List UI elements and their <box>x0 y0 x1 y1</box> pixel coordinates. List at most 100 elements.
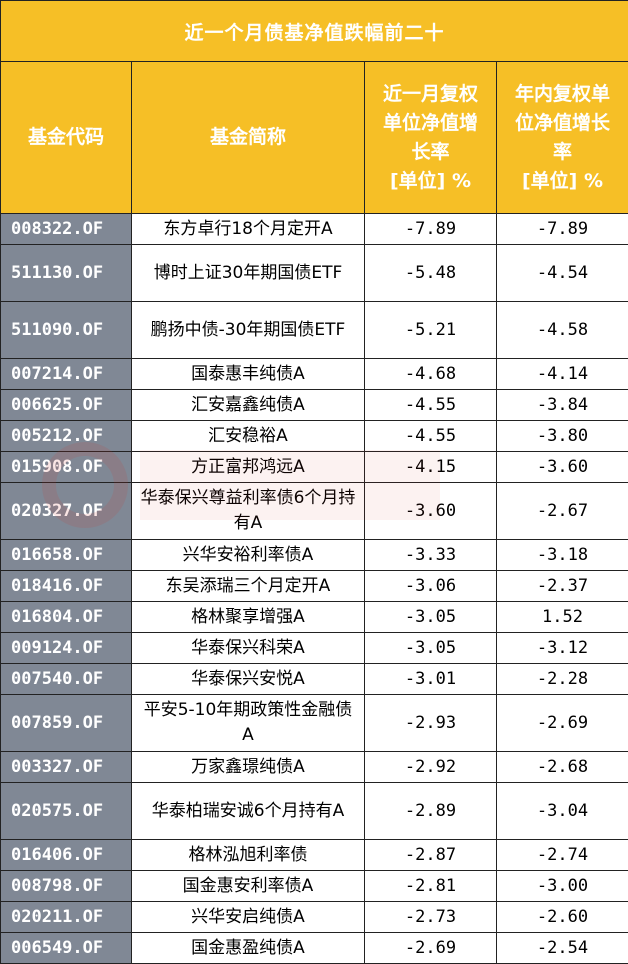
month-growth-cell: -3.06 <box>364 570 497 602</box>
fund-code-cell: 018416.OF <box>0 570 132 602</box>
table-row: 009124.OF 华泰保兴科荣A -3.05 -3.12 <box>0 632 628 664</box>
month-growth-cell: -2.81 <box>364 870 497 902</box>
table-row: 020575.OF 华泰柏瑞安诚6个月持有A -2.89 -3.04 <box>0 782 628 840</box>
table-row: 016406.OF 格林泓旭利率债 -2.87 -2.74 <box>0 839 628 871</box>
fund-code-cell: 007540.OF <box>0 663 132 695</box>
ytd-growth-cell: -3.84 <box>495 389 628 421</box>
ytd-growth-cell: -2.74 <box>495 839 628 871</box>
header-fund-code: 基金代码 <box>0 61 132 214</box>
header-month-line-3: 长率 <box>411 140 450 163</box>
fund-code-cell: 016804.OF <box>0 601 132 633</box>
ytd-growth-cell: -2.28 <box>495 663 628 695</box>
fund-code-cell: 016406.OF <box>0 839 132 871</box>
fund-name-cell: 东方卓行18个月定开A <box>131 213 365 245</box>
ytd-growth-cell: -3.04 <box>495 782 628 840</box>
table-row: 015908.OF 方正富邦鸿远A -4.15 -3.60 <box>0 451 628 483</box>
header-month-growth: 近一月复权 单位净值增 长率 [单位] % <box>364 61 497 214</box>
fund-name-cell: 华泰柏瑞安诚6个月持有A <box>131 782 365 840</box>
fund-name-cell: 国金惠盈纯债A <box>131 932 365 964</box>
fund-name-cell: 格林泓旭利率债 <box>131 839 365 871</box>
month-growth-cell: -5.48 <box>364 244 497 302</box>
month-growth-cell: -4.55 <box>364 389 497 421</box>
fund-code-cell: 007859.OF <box>0 694 132 752</box>
fund-code-cell: 003327.OF <box>0 751 132 783</box>
table-row: 005212.OF 汇安稳裕A -4.55 -3.80 <box>0 420 628 452</box>
table-title: 近一个月债基净值跌幅前二十 <box>0 0 628 62</box>
fund-name-cell: 国泰惠丰纯债A <box>131 358 365 390</box>
fund-code-cell: 007214.OF <box>0 358 132 390</box>
ytd-growth-cell: -7.89 <box>495 213 628 245</box>
table-row: 016804.OF 格林聚享增强A -3.05 1.52 <box>0 601 628 633</box>
header-ytd-growth: 年内复权单 位净值增长 率 [单位] % <box>495 61 628 214</box>
fund-name-cell: 博时上证30年期国债ETF <box>131 244 365 302</box>
ytd-growth-cell: -2.69 <box>495 694 628 752</box>
table-row: 008798.OF 国金惠安利率债A -2.81 -3.00 <box>0 870 628 902</box>
fund-name-cell: 东吴添瑞三个月定开A <box>131 570 365 602</box>
header-row: 基金代码 基金简称 近一月复权 单位净值增 长率 [单位] % 年内复权单 位净… <box>0 61 628 214</box>
ytd-growth-cell: 1.52 <box>495 601 628 633</box>
fund-name-cell: 兴华安裕利率债A <box>131 539 365 571</box>
table-row: 020211.OF 兴华安启纯债A -2.73 -2.60 <box>0 901 628 933</box>
ytd-growth-cell: -3.18 <box>495 539 628 571</box>
month-growth-cell: -5.21 <box>364 301 497 359</box>
ytd-growth-cell: -4.58 <box>495 301 628 359</box>
fund-name-cell: 华泰保兴安悦A <box>131 663 365 695</box>
header-ytd-line-4: [单位] % <box>521 169 604 192</box>
fund-code-cell: 006549.OF <box>0 932 132 964</box>
fund-name-cell: 兴华安启纯债A <box>131 901 365 933</box>
month-growth-cell: -7.89 <box>364 213 497 245</box>
table-row: 006549.OF 国金惠盈纯债A -2.69 -2.54 <box>0 932 628 964</box>
ytd-growth-cell: -2.37 <box>495 570 628 602</box>
month-growth-cell: -3.05 <box>364 632 497 664</box>
fund-name-cell: 万家鑫璟纯债A <box>131 751 365 783</box>
fund-name-cell: 汇安嘉鑫纯债A <box>131 389 365 421</box>
table-row: 008322.OF 东方卓行18个月定开A -7.89 -7.89 <box>0 213 628 245</box>
month-growth-cell: -2.93 <box>364 694 497 752</box>
fund-code-cell: 008322.OF <box>0 213 132 245</box>
fund-name-cell: 华泰保兴尊益利率债6个月持有A <box>131 482 365 540</box>
fund-code-cell: 020211.OF <box>0 901 132 933</box>
month-growth-cell: -4.55 <box>364 420 497 452</box>
month-growth-cell: -4.15 <box>364 451 497 483</box>
fund-code-cell: 008798.OF <box>0 870 132 902</box>
header-month-line-4: [单位] % <box>389 169 472 192</box>
fund-code-cell: 009124.OF <box>0 632 132 664</box>
month-growth-cell: -3.33 <box>364 539 497 571</box>
fund-name-cell: 格林聚享增强A <box>131 601 365 633</box>
fund-name-cell: 方正富邦鸿远A <box>131 451 365 483</box>
table-row: 007540.OF 华泰保兴安悦A -3.01 -2.28 <box>0 663 628 695</box>
fund-name-cell: 平安5-10年期政策性金融债A <box>131 694 365 752</box>
fund-code-cell: 015908.OF <box>0 451 132 483</box>
month-growth-cell: -2.69 <box>364 932 497 964</box>
fund-name-cell: 华泰保兴科荣A <box>131 632 365 664</box>
table-row: 020327.OF 华泰保兴尊益利率债6个月持有A -3.60 -2.67 <box>0 482 628 540</box>
table-row: 511090.OF 鹏扬中债-30年期国债ETF -5.21 -4.58 <box>0 301 628 359</box>
month-growth-cell: -2.87 <box>364 839 497 871</box>
ytd-growth-cell: -3.60 <box>495 451 628 483</box>
ytd-growth-cell: -3.12 <box>495 632 628 664</box>
fund-code-cell: 020575.OF <box>0 782 132 840</box>
month-growth-cell: -2.73 <box>364 901 497 933</box>
fund-code-cell: 020327.OF <box>0 482 132 540</box>
header-ytd-line-1: 年内复权单 <box>515 82 611 105</box>
table-row: 006625.OF 汇安嘉鑫纯债A -4.55 -3.84 <box>0 389 628 421</box>
table-row: 016658.OF 兴华安裕利率债A -3.33 -3.18 <box>0 539 628 571</box>
table-row: 018416.OF 东吴添瑞三个月定开A -3.06 -2.37 <box>0 570 628 602</box>
header-fund-name: 基金简称 <box>131 61 365 214</box>
ytd-growth-cell: -2.67 <box>495 482 628 540</box>
ytd-growth-cell: -2.60 <box>495 901 628 933</box>
fund-code-cell: 006625.OF <box>0 389 132 421</box>
table-row: 007859.OF 平安5-10年期政策性金融债A -2.93 -2.69 <box>0 694 628 752</box>
ytd-growth-cell: -3.80 <box>495 420 628 452</box>
table-row: 007214.OF 国泰惠丰纯债A -4.68 -4.14 <box>0 358 628 390</box>
fund-name-cell: 汇安稳裕A <box>131 420 365 452</box>
month-growth-cell: -4.68 <box>364 358 497 390</box>
month-growth-cell: -3.60 <box>364 482 497 540</box>
ytd-growth-cell: -4.54 <box>495 244 628 302</box>
header-month-line-2: 单位净值增 <box>382 111 478 134</box>
ytd-growth-cell: -2.54 <box>495 932 628 964</box>
month-growth-cell: -2.92 <box>364 751 497 783</box>
fund-code-cell: 016658.OF <box>0 539 132 571</box>
